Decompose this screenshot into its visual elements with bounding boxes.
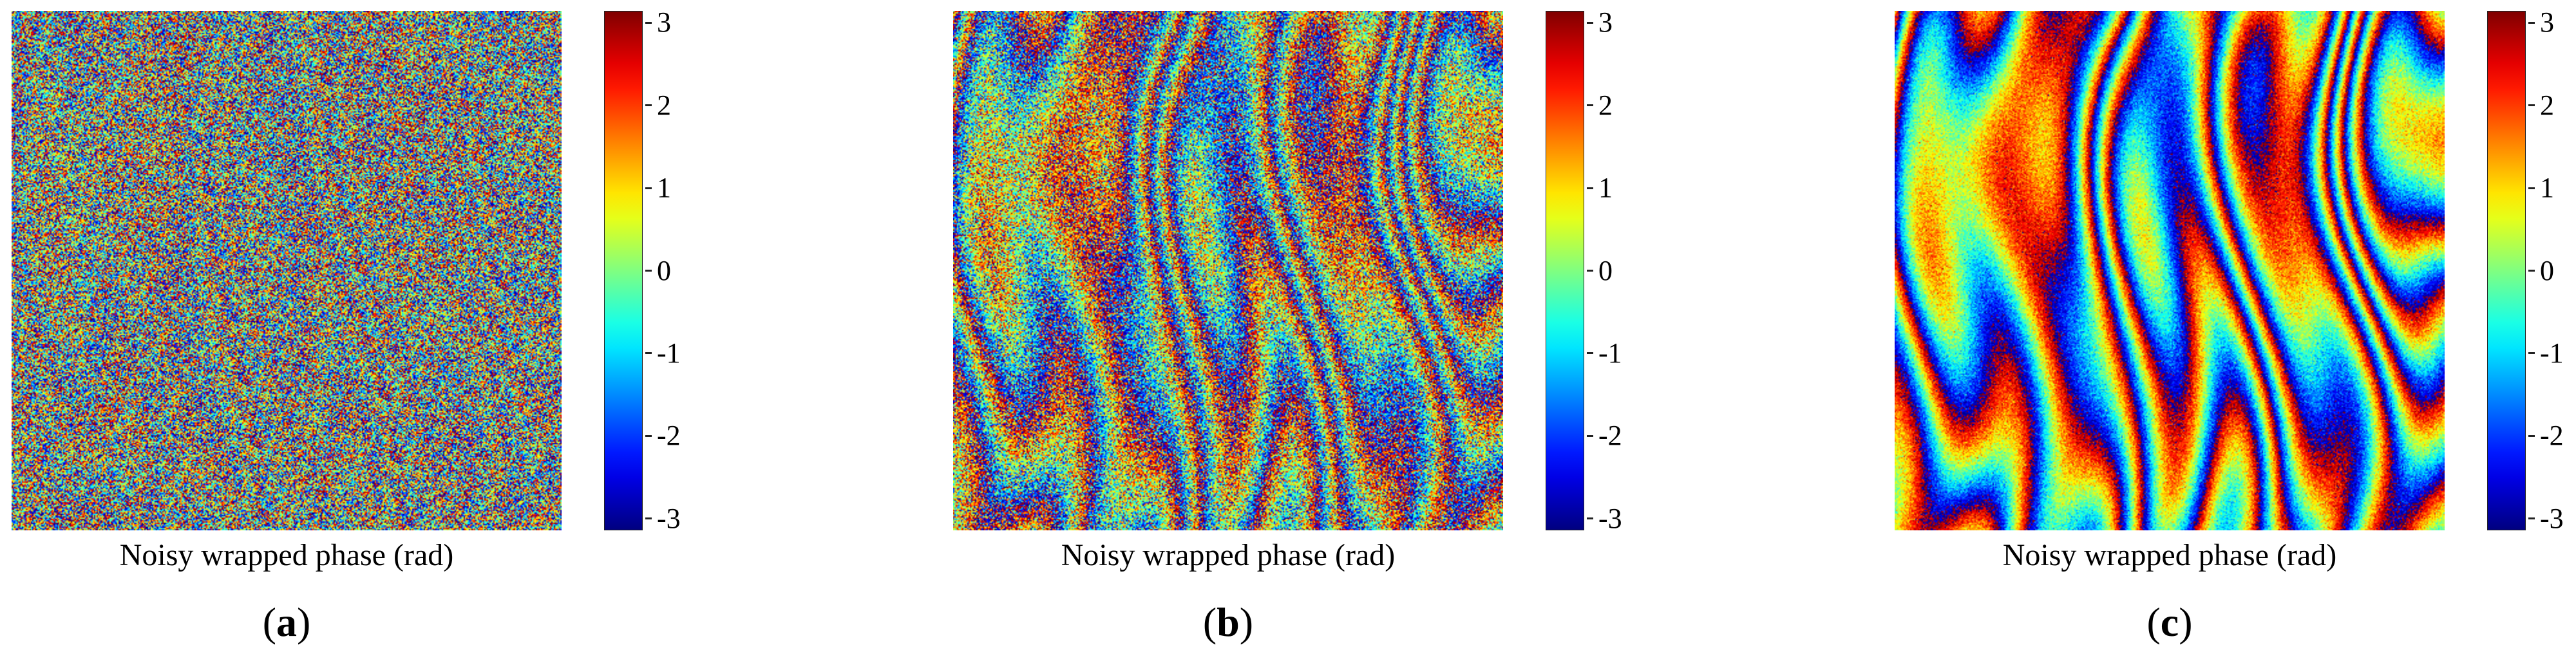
colorbar-tick-mark [1587,352,1593,355]
colorbar-a [604,11,643,530]
colorbar-tick-mark [645,517,652,520]
colorbar-tick-label: 0 [2540,254,2554,286]
colorbar-tick-mark [2528,21,2535,24]
colorbar-tick-label: 1 [657,172,671,204]
xlabel-c: Noisy wrapped phase (rad) [2002,538,2337,572]
panel-b: 3 2 1 0 -1 -2 -3 Noisy wrapped phase (rad) (b) [942,0,1882,661]
colorbar-tick-mark [1587,104,1593,107]
colorbar-tick-label: -1 [1598,337,1622,369]
colorbar-tick-label: 1 [2540,172,2554,204]
colorbar-tick-mark [1587,434,1593,437]
colorbar-tick-mark [645,270,652,272]
colorbar-tick-label: 1 [1598,172,1613,204]
colorbar-b [1546,11,1584,530]
colorbar-tick-mark [1587,187,1593,189]
colorbar-tick-mark [2528,517,2535,520]
colorbar-tick-label: 0 [1598,254,1613,286]
phase-map-b [953,11,1503,530]
panel-a: 3 2 1 0 -1 -2 -3 Noisy wrapped phase (rad) (a) [0,0,940,661]
phase-map-a [12,11,562,530]
colorbar-tick-label: 3 [1598,6,1613,39]
colorbar-tick-label: 0 [657,254,671,286]
panel-c: 3 2 1 0 -1 -2 -3 Noisy wrapped phase (rad) (c) [1883,0,2576,661]
colorbar-tick-label: -1 [657,337,681,369]
colorbar-tick-label: -2 [1598,420,1622,452]
colorbar-tick-mark [645,187,652,189]
colorbar-tick-mark [645,434,652,437]
colorbar-tick-label: 3 [657,6,671,39]
colorbar-tick-label: -1 [2540,337,2564,369]
colorbar-tick-mark [1587,270,1593,272]
colorbar-tick-label: 2 [657,89,671,121]
colorbar-tick-mark [645,21,652,24]
colorbar-tick-mark [1587,21,1593,24]
colorbar-tick-label: -3 [657,502,681,534]
colorbar-tick-mark [645,104,652,107]
colorbar-tick-mark [2528,187,2535,189]
colorbar-tick-mark [2528,104,2535,107]
colorbar-tick-mark [2528,434,2535,437]
colorbar-tick-mark [1587,517,1593,520]
colorbar-tick-label: -2 [2540,420,2564,452]
colorbar-tick-mark [2528,270,2535,272]
colorbar-c [2487,11,2526,530]
colorbar-tick-label: 2 [2540,89,2554,121]
colorbar-tick-label: 2 [1598,89,1613,121]
xlabel-a: Noisy wrapped phase (rad) [119,538,454,572]
xlabel-b: Noisy wrapped phase (rad) [1061,538,1396,572]
subfigure-label-a: (a) [262,599,311,645]
subfigure-label-c: (c) [2146,599,2193,645]
colorbar-tick-label: -3 [2540,502,2564,534]
colorbar-tick-label: 3 [2540,6,2554,39]
colorbar-tick-label: -2 [657,420,681,452]
colorbar-tick-label: -3 [1598,502,1622,534]
subfigure-label-b: (b) [1202,599,1254,645]
phase-map-c [1895,11,2445,530]
colorbar-tick-mark [2528,352,2535,355]
colorbar-tick-mark [645,352,652,355]
